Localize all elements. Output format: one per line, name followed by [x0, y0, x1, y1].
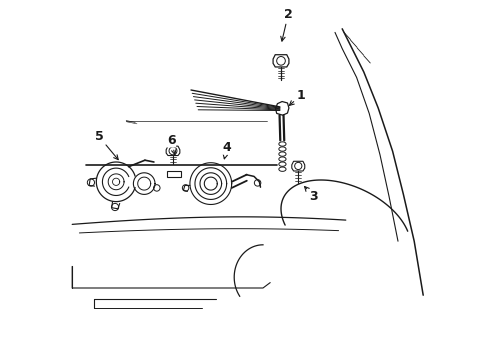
Text: 5: 5: [95, 130, 118, 159]
Text: 4: 4: [222, 141, 231, 159]
Text: 1: 1: [290, 89, 305, 105]
Bar: [167, 171, 181, 177]
Text: 2: 2: [281, 8, 293, 41]
Text: 6: 6: [167, 134, 176, 154]
Text: 3: 3: [305, 186, 318, 203]
